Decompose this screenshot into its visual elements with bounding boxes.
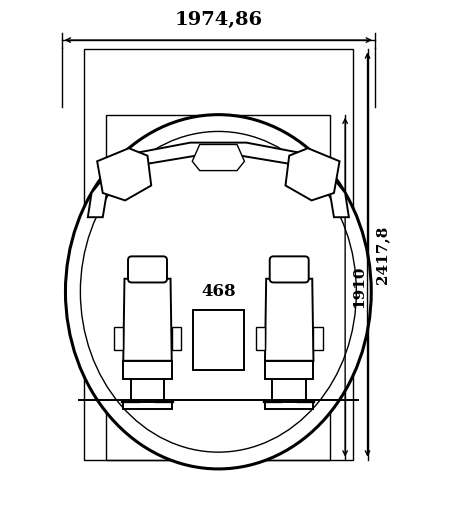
Polygon shape: [265, 279, 313, 361]
Bar: [193, 310, 244, 370]
Bar: [313, 327, 323, 350]
FancyBboxPatch shape: [270, 257, 309, 282]
Bar: [107, 115, 330, 460]
Bar: [265, 402, 313, 409]
Bar: [265, 361, 313, 379]
Polygon shape: [192, 145, 245, 171]
Bar: [123, 402, 172, 409]
Text: 2417,8: 2417,8: [375, 225, 389, 284]
Polygon shape: [97, 148, 151, 201]
Bar: [255, 327, 265, 350]
Ellipse shape: [65, 115, 371, 469]
Text: 1910: 1910: [353, 266, 366, 308]
FancyBboxPatch shape: [128, 257, 167, 282]
Bar: [114, 327, 123, 350]
Bar: [172, 327, 181, 350]
Bar: [123, 361, 172, 379]
Polygon shape: [88, 143, 349, 217]
Text: 1974,86: 1974,86: [174, 11, 263, 29]
Bar: [84, 49, 353, 460]
Polygon shape: [285, 148, 339, 201]
Polygon shape: [123, 279, 172, 361]
Text: 468: 468: [201, 283, 236, 300]
